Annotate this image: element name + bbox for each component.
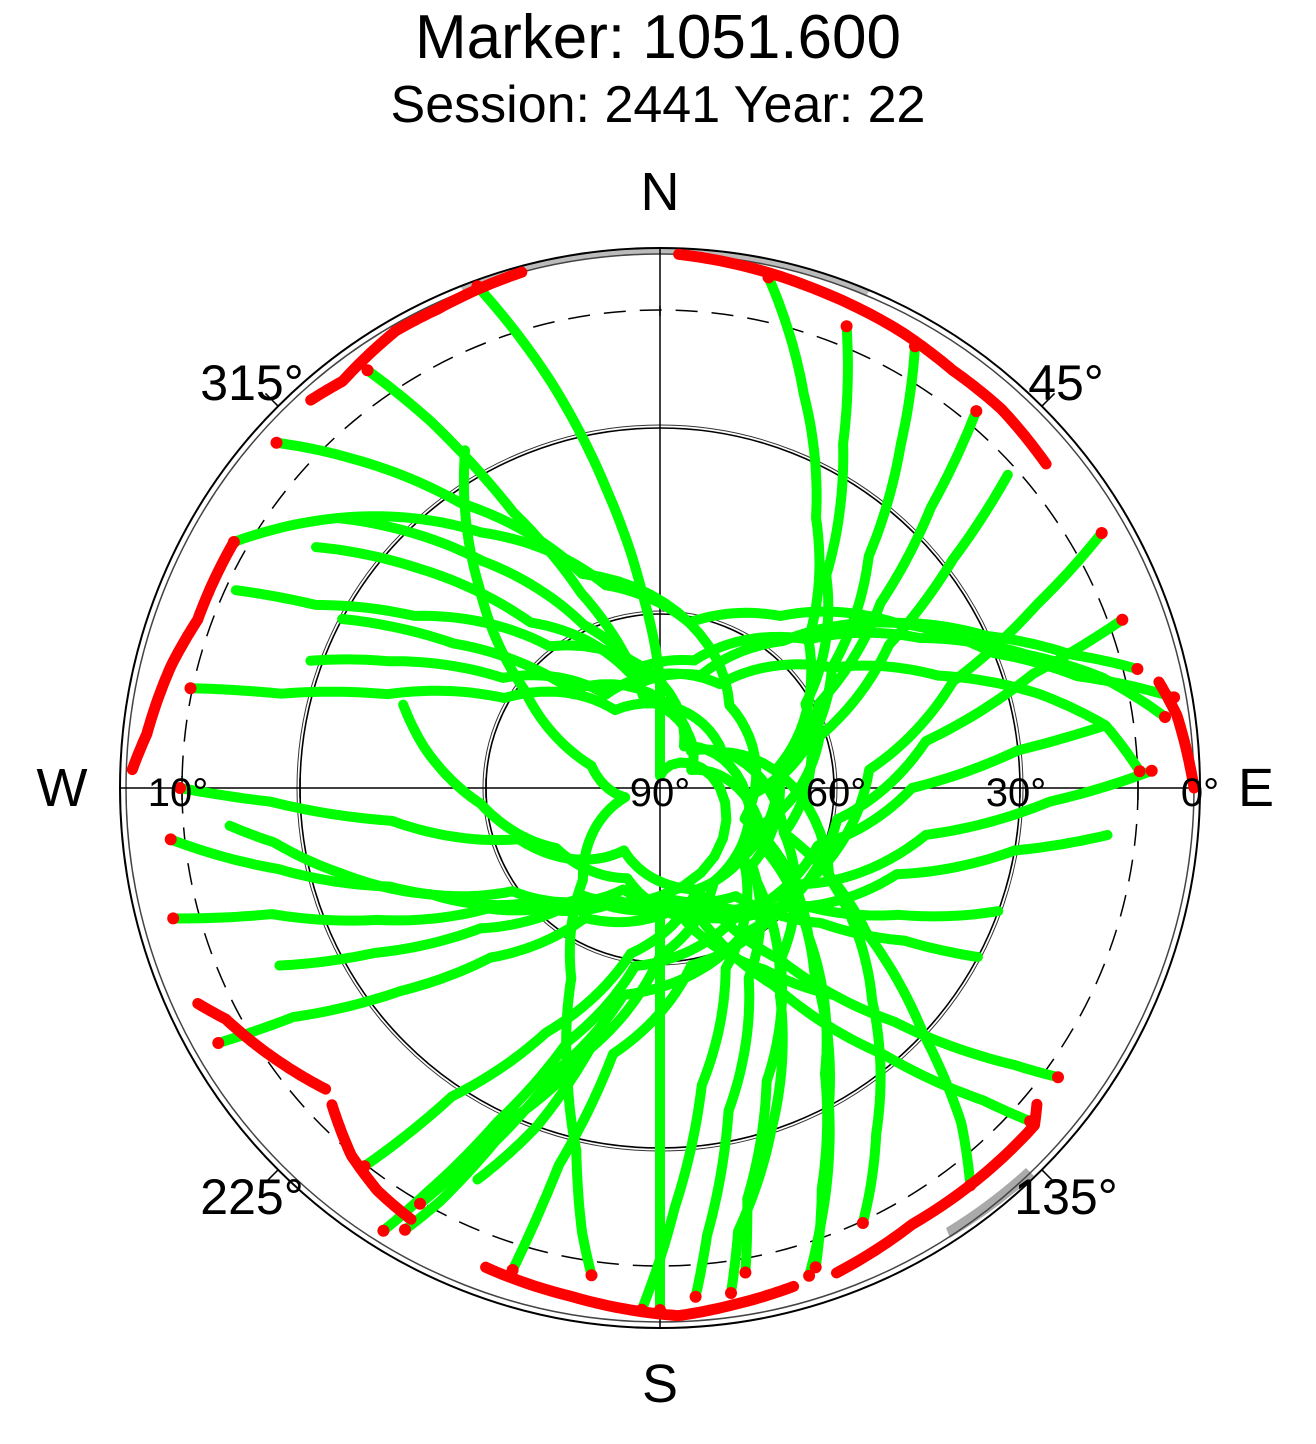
satellite-track-22 <box>213 765 1157 1048</box>
azimuth-tick-315 <box>264 392 279 407</box>
rejected-segment-6 <box>480 1261 800 1322</box>
track-series-rejected <box>126 248 1200 1322</box>
rejected-point-4-end <box>803 1269 816 1282</box>
elevation-label-10: 10° <box>148 771 209 815</box>
rejected-segment-3 <box>126 536 240 776</box>
rejected-point-22-end <box>212 1037 225 1049</box>
azimuth-label-315: 315° <box>200 355 303 411</box>
satellite-track-27 <box>472 988 622 1185</box>
satellite-track-16 <box>740 321 853 1278</box>
satellite-track-26 <box>398 699 839 1000</box>
satellite-track-13 <box>472 281 732 1315</box>
azimuth-tick-135 <box>1041 1169 1056 1184</box>
satellite-track-23 <box>168 830 1113 926</box>
satellite-track-10 <box>305 654 1145 777</box>
rejected-point-17-start <box>1095 527 1108 539</box>
satellite-track-3 <box>228 511 1180 703</box>
rejected-point-4-start <box>361 364 374 377</box>
azimuth-ticks <box>264 392 1056 1184</box>
rejected-segment-4 <box>1153 676 1200 794</box>
chart-title: Marker: 1051.600 <box>415 3 901 72</box>
azimuth-label-45: 45° <box>1028 355 1104 411</box>
west-label: W <box>37 758 88 818</box>
rejected-point-22-start <box>1145 764 1158 777</box>
rejected-point-5-start <box>270 436 283 449</box>
rejected-segment-5 <box>192 998 332 1095</box>
rejected-point-23-end <box>167 912 180 925</box>
rejected-point-8-start <box>174 782 186 794</box>
rejected-point-18-end <box>399 1223 411 1236</box>
rejected-point-21-end <box>414 1197 426 1210</box>
rejected-point-19-end <box>377 1224 390 1237</box>
track-series-good <box>165 272 1180 1315</box>
rejected-segment-8 <box>326 1099 417 1225</box>
rejected-point-7-start <box>184 682 197 695</box>
satellite-track-21 <box>415 406 982 1209</box>
satellite-track-15 <box>690 341 920 1302</box>
rejected-point-10-end <box>1133 765 1146 778</box>
azimuth-label-225: 225° <box>200 1169 303 1225</box>
rejected-point-8-end <box>1052 1071 1064 1084</box>
rejected-segment-2 <box>305 266 528 406</box>
satellite-track-8 <box>175 783 1063 1083</box>
rejected-point-11-end <box>1159 711 1171 723</box>
satellite-track-6 <box>230 585 788 1298</box>
elevation-label-30: 30° <box>986 771 1047 815</box>
rejected-point-2-end <box>1131 663 1144 675</box>
axis-ticks <box>181 306 1139 800</box>
satellite-track-18 <box>400 614 1128 1235</box>
rejected-point-1-end <box>585 1269 598 1282</box>
north-label: N <box>641 162 680 222</box>
satellite-track-2 <box>333 513 1143 687</box>
elevation-label-90: 90° <box>630 771 691 815</box>
rejected-point-16-end <box>739 1266 752 1279</box>
rejected-point-6-end <box>725 1287 737 1299</box>
satellite-track-7 <box>185 683 886 1228</box>
rejected-point-9-start <box>164 833 177 846</box>
azimuth-tick-45 <box>1041 392 1056 407</box>
elevation-label-0: 0° <box>1181 771 1219 815</box>
satellite-track-19 <box>378 720 1111 1236</box>
rejected-point-5-end <box>809 1261 822 1274</box>
satellite-track-24 <box>274 891 983 971</box>
satellite-track-11 <box>311 542 1170 722</box>
east-label: E <box>1238 758 1274 818</box>
rejected-segment-1 <box>673 248 1052 470</box>
rejected-point-21-start <box>970 405 983 418</box>
south-label: S <box>642 1354 678 1414</box>
horizon-mask-southeast <box>946 1168 1034 1238</box>
elevation-label-60: 60° <box>806 771 867 815</box>
azimuth-label-135: 135° <box>1014 1169 1117 1225</box>
satellite-track-25 <box>224 820 1004 922</box>
rejected-point-18-start <box>1116 613 1129 626</box>
rejected-point-7-end <box>856 1217 869 1229</box>
rejected-point-16-start <box>840 320 853 333</box>
rejected-segment-7 <box>831 1098 1043 1279</box>
azimuth-tick-225 <box>264 1169 279 1184</box>
rejected-point-15-end <box>689 1290 702 1303</box>
chart-subtitle: Session: 2441 Year: 22 <box>390 76 926 134</box>
